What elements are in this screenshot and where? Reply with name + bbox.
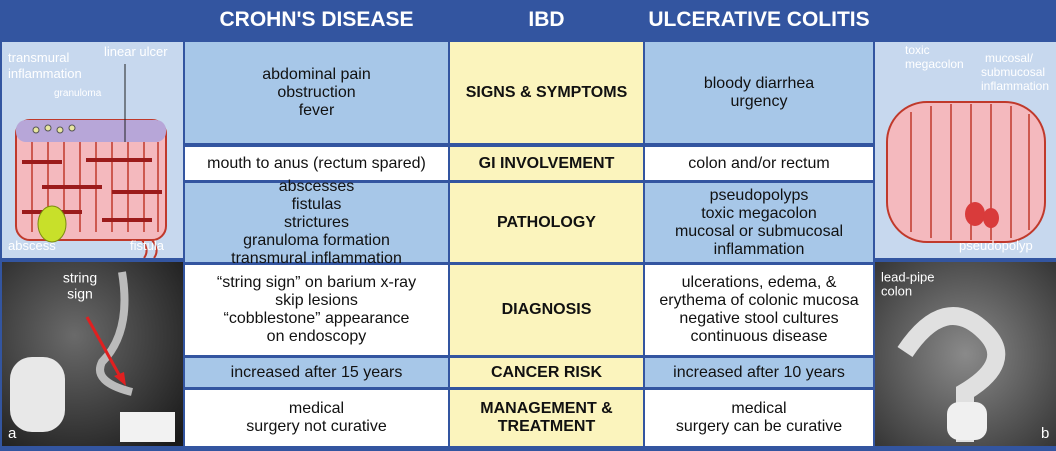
table-cell: pseudopolyps toxic megacolon mucosal or su… — [645, 183, 873, 262]
cell-text: continuous disease — [690, 328, 828, 345]
row-label-cell: MANAGEMENT & TREATMENT — [450, 390, 643, 446]
cell-text: increased after 10 years — [673, 363, 845, 381]
cell-text: “string sign” on barium x-ray — [216, 274, 417, 291]
cell-text: pseudopolyps — [709, 186, 809, 204]
label: megacolon — [905, 57, 964, 71]
label: submucosal — [981, 65, 1045, 79]
row-label: SIGNS & SYMPTOMS — [465, 83, 628, 101]
label: toxic — [905, 43, 930, 57]
row-label: CANCER RISK — [490, 363, 603, 381]
cell-text: “cobblestone” appearance — [223, 310, 410, 327]
cell-text: bloody diarrhea — [703, 74, 815, 92]
label: inflammation — [981, 79, 1049, 93]
uc-xray: lead-pipe colon b — [875, 262, 1056, 446]
label: string — [63, 269, 97, 285]
label: abscess — [8, 238, 56, 253]
table-cell: increased after 15 years — [185, 358, 448, 387]
cell-text: surgery can be curative — [675, 418, 843, 435]
table-cell: colon and/or rectum — [645, 147, 873, 180]
table-cell: bloody diarrhea urgency — [645, 42, 873, 143]
label: inflammation — [8, 66, 82, 81]
table-cell: abscesses fistulas strictures granuloma for… — [185, 178, 448, 267]
cell-text: abscesses — [278, 177, 355, 195]
uc-illustration: toxic megacolon mucosal/ submucosal infl… — [875, 42, 1056, 258]
cell-text: medical — [288, 400, 345, 417]
table-cell: mouth to anus (rectum spared) — [185, 147, 448, 180]
table-cell: medical surgery can be curative — [645, 390, 873, 446]
cell-text: toxic megacolon — [701, 204, 817, 222]
cell-text: ulcerations, edema, & — [681, 274, 837, 291]
cell-text: increased after 15 years — [230, 363, 403, 381]
label: mucosal/ — [985, 51, 1034, 65]
cell-text: surgery not curative — [246, 418, 387, 435]
row-label: TREATMENT — [497, 418, 596, 435]
row-label: DIAGNOSIS — [501, 301, 592, 318]
cell-text: medical — [731, 400, 787, 417]
cell-text: abdominal pain — [262, 65, 371, 83]
header-uc: ULCERATIVE COLITIS — [648, 8, 870, 31]
cell-text: mucosal or submucosal — [674, 222, 844, 240]
table-cell: ulcerations, edema, & erythema of colonic… — [645, 265, 873, 355]
panel-label: b — [1041, 425, 1049, 442]
row-label-cell: DIAGNOSIS — [450, 265, 643, 355]
cell-text: mouth to anus (rectum spared) — [207, 154, 426, 172]
row-label-cell: CANCER RISK — [450, 358, 643, 387]
cell-text: granuloma formation — [243, 231, 390, 249]
row-label-cell: GI INVOLVEMENT — [450, 147, 643, 180]
label: granuloma — [54, 88, 102, 99]
cell-text: transmural inflammation — [231, 249, 402, 267]
label: transmural — [8, 50, 70, 65]
cell-text: negative stool cultures — [679, 310, 839, 327]
label: fistula — [130, 238, 165, 253]
label: linear ulcer — [104, 44, 168, 59]
table-cell: increased after 10 years — [645, 358, 873, 387]
cell-text: inflammation — [713, 240, 805, 258]
cell-text: fever — [298, 101, 335, 119]
cell-text: erythema of colonic mucosa — [659, 292, 859, 309]
crohns-illustration: transmural inflammation linear ulcer gra… — [2, 42, 183, 258]
crohns-xray: string sign a — [2, 262, 183, 446]
row-label: PATHOLOGY — [497, 213, 596, 231]
cell-text: urgency — [730, 92, 788, 110]
table-cell: abdominal pain obstruction fever — [185, 42, 448, 143]
label: sign — [67, 285, 93, 301]
cell-text: on endoscopy — [266, 328, 367, 345]
panel-label: a — [8, 425, 17, 442]
cell-text: fistulas — [291, 195, 342, 213]
cell-text: skip lesions — [275, 292, 358, 309]
header-ibd: IBD — [528, 8, 565, 31]
cell-text: obstruction — [277, 83, 356, 101]
label: lead-pipe — [881, 270, 935, 285]
row-label-cell: PATHOLOGY — [450, 183, 643, 262]
cell-text: colon and/or rectum — [688, 154, 830, 172]
table-cell: medical surgery not curative — [185, 390, 448, 446]
row-label-cell: SIGNS & SYMPTOMS — [450, 42, 643, 143]
header-crohns: CROHN'S DISEASE — [219, 8, 414, 31]
table-cell: “string sign” on barium x-ray skip lesion… — [185, 265, 448, 355]
label: colon — [881, 284, 912, 299]
label: pseudopolyp — [959, 238, 1033, 253]
row-label: GI INVOLVEMENT — [478, 154, 615, 172]
cell-text: strictures — [284, 213, 349, 231]
row-label: MANAGEMENT & — [480, 400, 613, 417]
